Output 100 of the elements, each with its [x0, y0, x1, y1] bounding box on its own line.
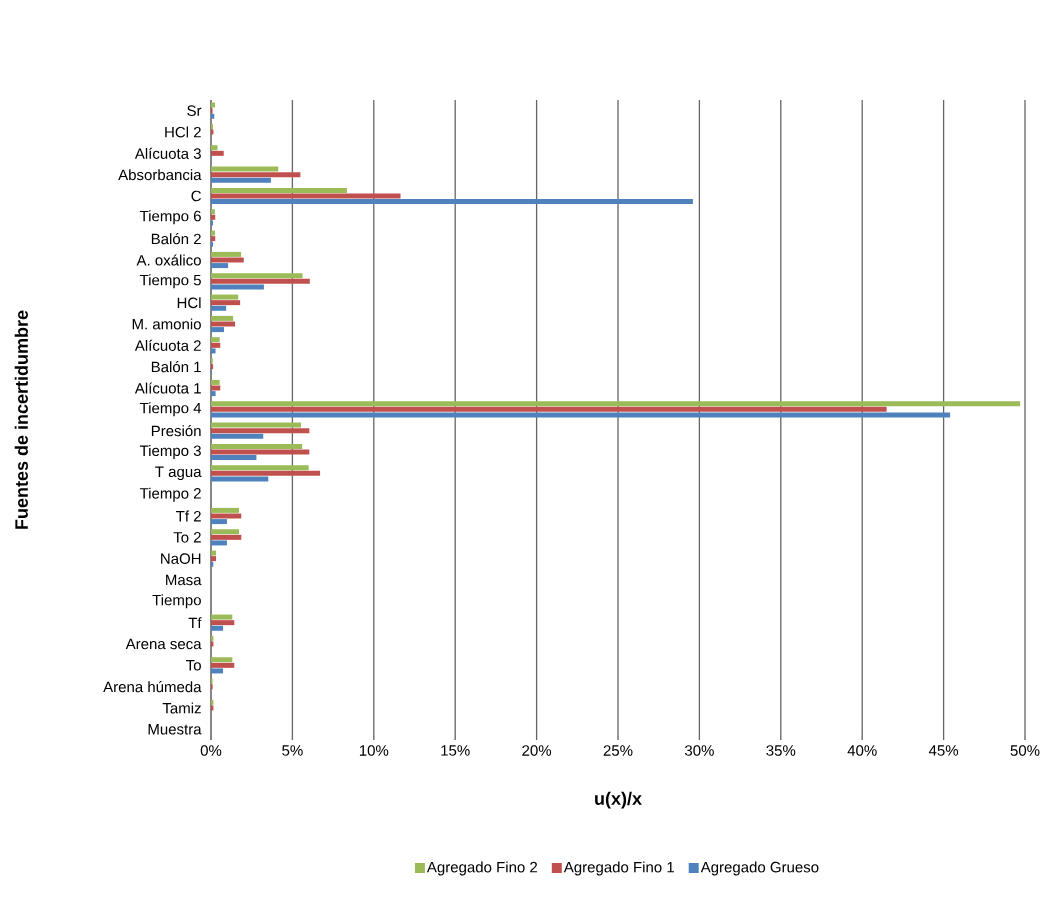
bar — [211, 401, 1021, 407]
y-tick-label: NaOH — [161, 553, 201, 564]
bar — [211, 428, 310, 434]
bar — [211, 257, 244, 263]
bar — [211, 327, 225, 333]
bar — [211, 465, 309, 471]
y-tick-label: M. amonio — [132, 318, 201, 330]
y-tick-label: Absorbancia — [118, 169, 202, 181]
y-tick-label: To — [186, 660, 201, 671]
bar — [211, 476, 269, 482]
y-tick-label: A. oxálico — [136, 254, 201, 266]
y-tick-label: Tf — [188, 617, 202, 629]
x-tick-label: 20% — [522, 745, 552, 756]
bar — [211, 251, 242, 257]
bar — [211, 166, 279, 172]
y-tick-label: Masa — [166, 574, 202, 586]
y-tick-label: Tiempo 3 — [139, 445, 201, 459]
bar — [211, 321, 236, 327]
bar — [211, 534, 242, 540]
y-tick-label: Balón 2 — [151, 233, 201, 245]
bar — [211, 529, 239, 535]
x-tick-label: 50% — [1010, 745, 1040, 756]
x-tick-label: 25% — [603, 745, 633, 756]
legend-label: Agregado Fino 2 — [426, 861, 538, 876]
y-tick-label: C — [191, 190, 201, 202]
y-axis-title: Fuentes de incertidumbre — [14, 310, 28, 529]
x-tick-label: 15% — [441, 745, 470, 756]
x-tick-label: 35% — [766, 745, 796, 756]
bar — [211, 668, 224, 674]
bar — [211, 348, 216, 354]
bar — [211, 263, 229, 269]
y-tick-label: T agua — [155, 466, 202, 481]
bar — [211, 455, 257, 461]
bar — [211, 214, 216, 220]
y-tick-label: Presión — [151, 425, 201, 437]
y-tick-label: Tiempo — [152, 594, 201, 609]
bar — [211, 300, 241, 306]
bar — [211, 470, 321, 476]
bar — [211, 540, 227, 546]
bar — [211, 550, 217, 556]
bar — [211, 273, 303, 279]
bar — [211, 561, 214, 567]
bar — [211, 662, 235, 668]
legend-label: Agregado Grueso — [700, 861, 819, 876]
bar — [211, 391, 216, 397]
y-tick-label: HCl — [177, 297, 201, 309]
x-tick-label: 40% — [847, 745, 877, 756]
bar — [211, 209, 215, 215]
bar — [211, 379, 220, 385]
bar — [211, 449, 310, 455]
bar — [211, 556, 217, 562]
bar — [211, 172, 301, 178]
bar — [211, 614, 233, 620]
x-tick-label: 10% — [359, 745, 389, 756]
bar — [211, 113, 215, 119]
bar — [211, 284, 264, 290]
bar — [211, 385, 221, 391]
x-tick-label: 30% — [684, 745, 714, 756]
x-tick-label: 45% — [928, 745, 959, 756]
bar — [211, 406, 887, 412]
bar — [211, 294, 239, 300]
y-tick-label: Arena húmeda — [103, 681, 202, 693]
bar — [211, 412, 951, 418]
bar — [211, 305, 227, 311]
x-tick-label: 5% — [282, 745, 303, 756]
bar — [211, 199, 693, 205]
x-axis-title: u(x)/x — [595, 791, 642, 809]
bar — [211, 145, 218, 151]
y-tick-label: Alícuota 2 — [134, 339, 201, 351]
legend-label: Agregado Fino 1 — [563, 861, 674, 876]
y-tick-label: HCl 2 — [165, 126, 201, 138]
bar — [211, 433, 264, 439]
bar — [211, 422, 302, 428]
y-tick-label: To 2 — [173, 532, 201, 543]
y-tick-label: Arena seca — [125, 638, 202, 650]
y-tick-label: Tiempo 2 — [139, 487, 201, 502]
bar — [211, 278, 310, 284]
bar — [211, 657, 233, 663]
bar — [211, 236, 216, 242]
bar — [211, 342, 221, 348]
bar — [211, 230, 215, 236]
bar — [211, 187, 347, 193]
bar — [211, 315, 234, 321]
y-tick-label: Muestra — [148, 724, 202, 735]
y-tick-label: Tamiz — [162, 702, 201, 714]
y-tick-label: Tf 2 — [176, 510, 201, 522]
bar — [211, 102, 216, 108]
y-tick-label: Sr — [187, 105, 202, 116]
bar — [211, 193, 401, 199]
bar — [211, 443, 303, 449]
bar — [211, 625, 224, 631]
bar — [211, 177, 271, 183]
y-tick-label: Tiempo 6 — [139, 210, 201, 225]
bar — [211, 150, 224, 156]
y-tick-label: Balón 1 — [151, 361, 201, 373]
bar — [211, 364, 214, 370]
x-tick-label: 0% — [200, 745, 222, 756]
bar — [211, 620, 235, 626]
bar — [211, 519, 227, 525]
bar — [211, 513, 242, 519]
